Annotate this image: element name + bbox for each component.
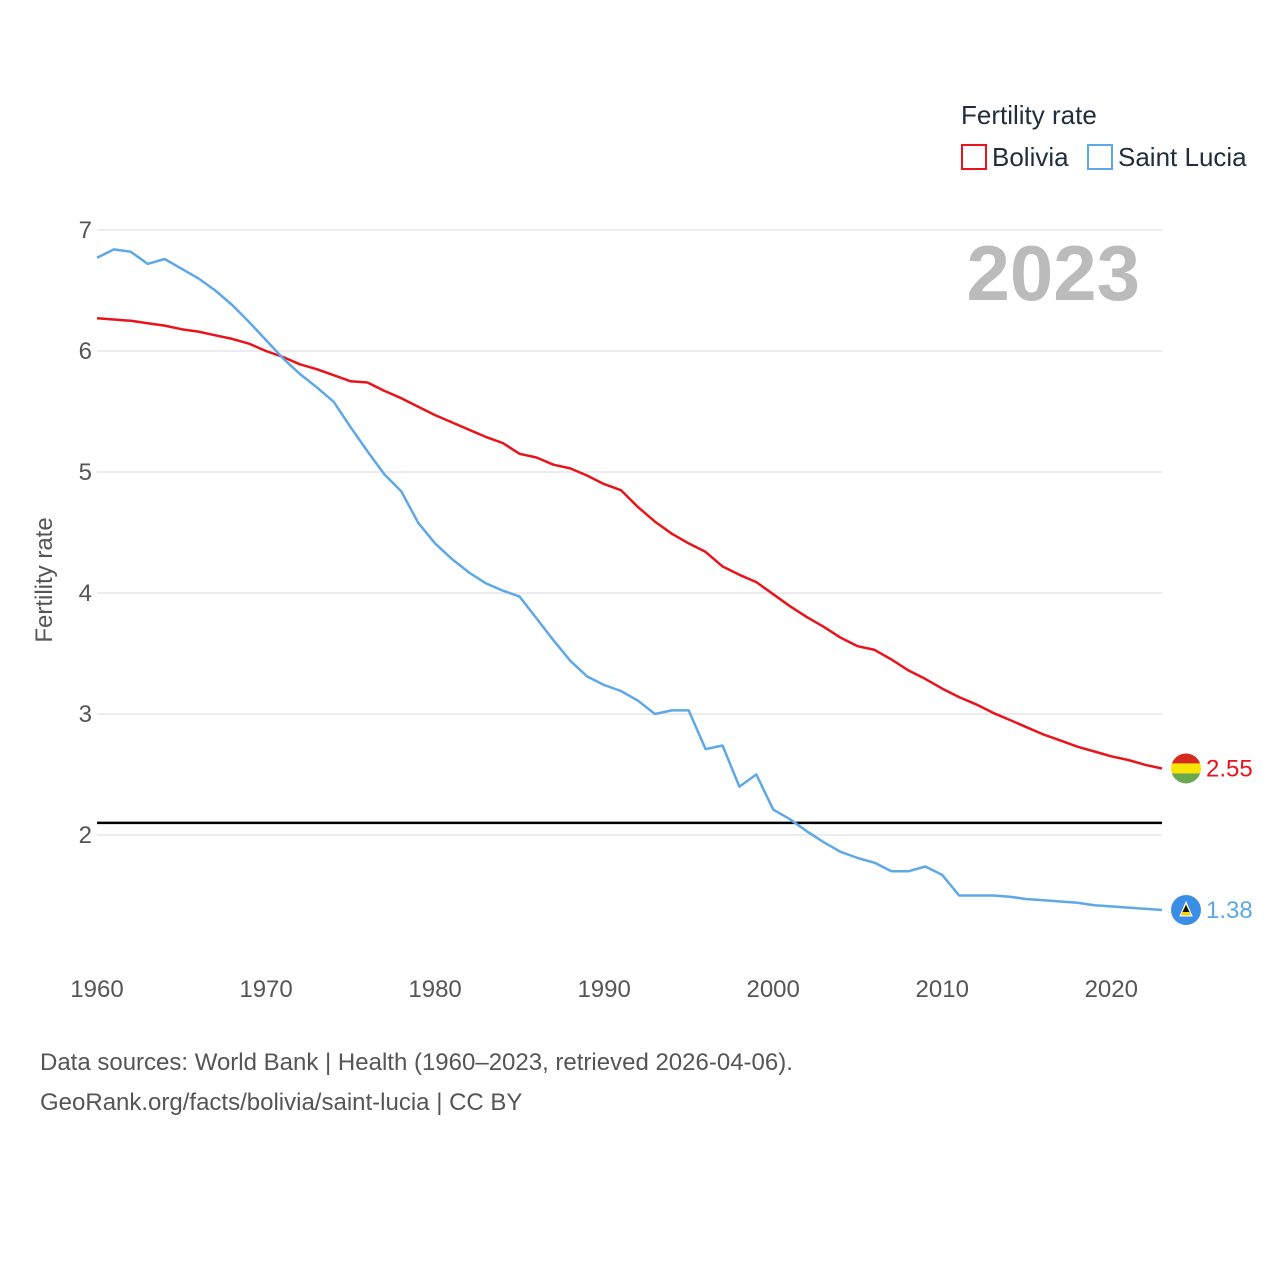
x-tick-label: 1960 (70, 976, 123, 1003)
saint-lucia-flag-icon (1171, 895, 1201, 926)
source-line-1: Data sources: World Bank | Health (1960–… (40, 1049, 793, 1076)
legend-title: Fertility rate (961, 100, 1097, 130)
y-tick-label: 4 (79, 580, 92, 607)
year-label: 2023 (966, 229, 1140, 317)
y-tick-label: 5 (79, 459, 92, 486)
x-tick-label: 2010 (916, 976, 969, 1003)
bolivia-flag-icon (1171, 753, 1201, 784)
source-line-2[interactable]: GeoRank.org/facts/bolivia/saint-lucia | … (40, 1089, 523, 1116)
y-axis-ticks: 7 6 5 4 3 2 (79, 217, 92, 849)
gridlines (97, 229, 1162, 836)
x-axis-ticks: 1960 1970 1980 1990 2000 2010 2020 (70, 976, 1138, 1003)
source-note: Data sources: World Bank | Health (1960–… (40, 1043, 793, 1123)
legend-swatch-bolivia[interactable] (961, 144, 987, 170)
end-value-label: 2.55 (1206, 755, 1253, 782)
legend-label-bolivia[interactable]: Bolivia (992, 142, 1069, 172)
x-tick-label: 1990 (577, 976, 630, 1003)
legend: Fertility rate Bolivia Saint Lucia (961, 100, 1247, 172)
y-axis-label: Fertility rate (31, 517, 58, 642)
y-tick-label: 3 (79, 701, 92, 728)
legend-swatch-saint-lucia[interactable] (1087, 144, 1113, 170)
legend-label-saint-lucia[interactable]: Saint Lucia (1118, 142, 1247, 172)
y-tick-label: 7 (79, 217, 92, 244)
y-tick-label: 2 (79, 822, 92, 849)
y-tick-label: 6 (79, 338, 92, 365)
series-line-bolivia[interactable] (96, 317, 1163, 770)
end-markers: 2.55 1.38 (1171, 753, 1253, 926)
x-tick-label: 1970 (239, 976, 292, 1003)
x-tick-label: 2000 (746, 976, 799, 1003)
series-line-saint-lucia[interactable] (96, 248, 1163, 912)
end-value-label: 1.38 (1206, 897, 1253, 924)
series-lines (96, 248, 1163, 912)
x-tick-label: 2020 (1085, 976, 1138, 1003)
x-tick-label: 1980 (408, 976, 461, 1003)
